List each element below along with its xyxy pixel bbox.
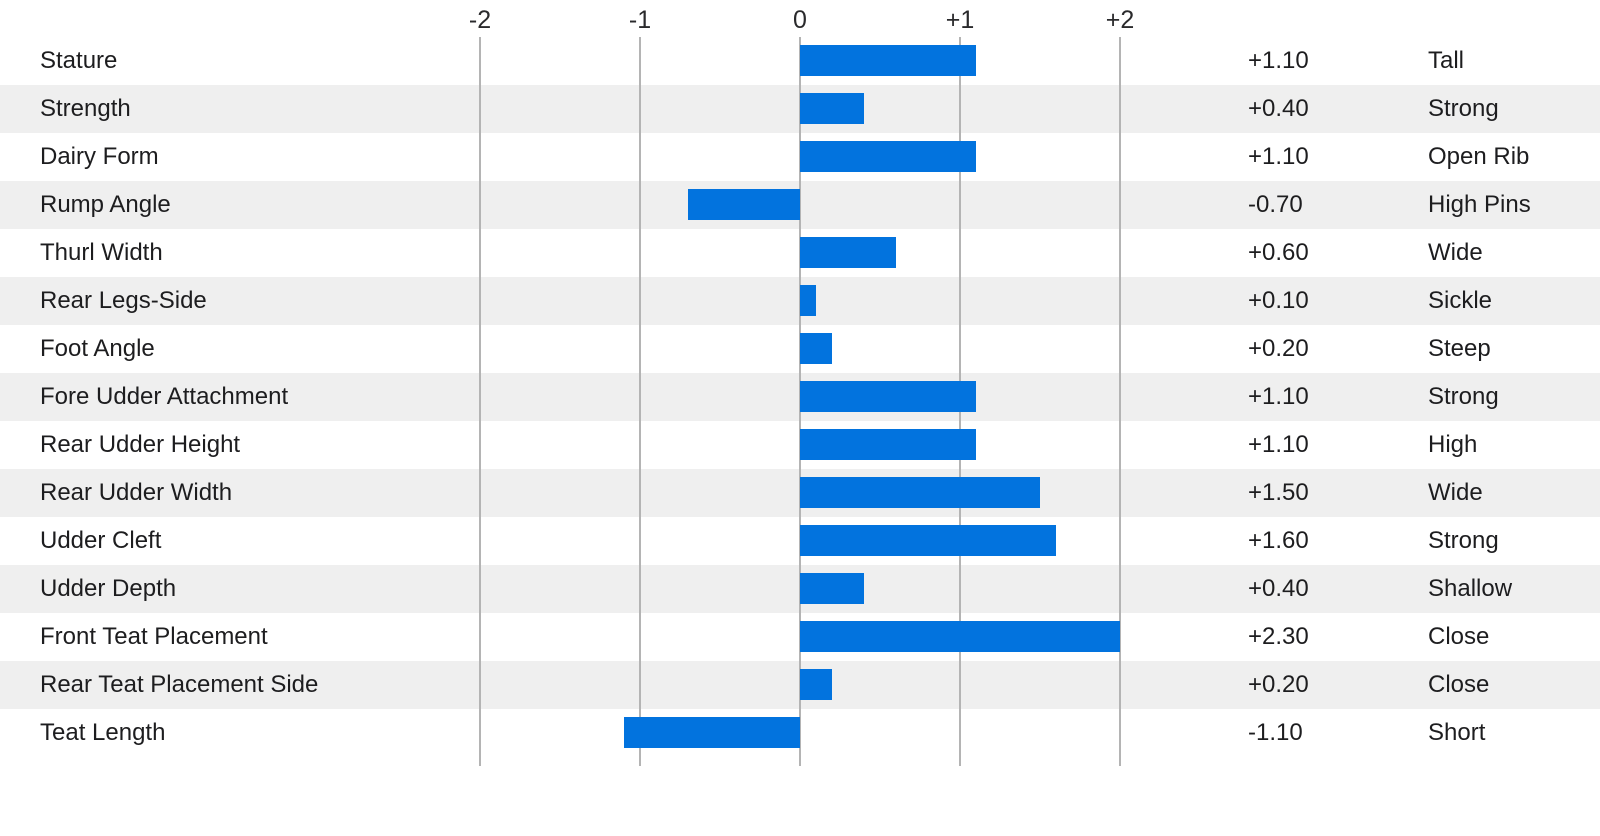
trait-value-bar [800,285,816,316]
trait-value-text: +0.40 [1248,575,1309,602]
trait-row: Foot Angle +0.20 Steep [0,325,1600,373]
trait-value-bar [688,189,800,220]
axis-tick-label: +2 [1105,6,1135,34]
trait-value-text: +0.10 [1248,287,1309,314]
trait-value-text: +1.10 [1248,383,1309,410]
trait-descriptor-text: Sickle [1428,287,1493,314]
trait-value-bar [800,141,976,172]
axis-gridline [479,37,481,766]
trait-row: Teat Length -1.10 Short [0,709,1600,757]
trait-value-bar [800,381,976,412]
trait-descriptor-text: Close [1428,623,1490,650]
trait-descriptor-text: Open Rib [1428,143,1530,170]
trait-descriptor-text: High Pins [1428,191,1531,218]
axis-tick-label: -1 [628,6,652,34]
trait-descriptor-text: Close [1428,671,1490,698]
trait-value-bar [624,717,800,748]
trait-name-label: Rear Udder Width [40,479,233,506]
axis-gridline [639,37,641,766]
trait-name-label: Teat Length [40,719,166,746]
trait-descriptor-text: Wide [1428,479,1483,506]
trait-row: Stature +1.10 Tall [0,37,1600,85]
trait-name-label: Fore Udder Attachment [40,383,289,410]
trait-name-label: Udder Depth [40,575,177,602]
trait-descriptor-text: Wide [1428,239,1483,266]
trait-row: Rear Udder Height +1.10 High [0,421,1600,469]
trait-value-text: +1.10 [1248,143,1309,170]
trait-value-text: +0.40 [1248,95,1309,122]
trait-name-label: Thurl Width [40,239,163,266]
trait-descriptor-text: Strong [1428,95,1499,122]
trait-name-label: Rear Legs-Side [40,287,207,314]
trait-name-label: Rear Udder Height [40,431,241,458]
trait-value-text: +0.20 [1248,671,1309,698]
trait-descriptor-text: High [1428,431,1478,458]
trait-row: Dairy Form +1.10 Open Rib [0,133,1600,181]
trait-name-label: Rump Angle [40,191,171,218]
trait-value-bar [800,621,1120,652]
trait-value-bar [800,525,1056,556]
trait-value-bar [800,573,864,604]
trait-value-text: +1.60 [1248,527,1309,554]
trait-value-bar [800,669,832,700]
trait-row: Rear Legs-Side +0.10 Sickle [0,277,1600,325]
trait-value-bar [800,429,976,460]
axis-gridline [1119,37,1121,766]
trait-name-label: Dairy Form [40,143,159,170]
trait-row: Front Teat Placement +2.30 Close [0,613,1600,661]
trait-value-text: +1.50 [1248,479,1309,506]
trait-descriptor-text: Strong [1428,383,1499,410]
axis-tick-label: +1 [945,6,975,34]
axis-tick-label: -2 [468,6,492,34]
trait-value-text: +0.60 [1248,239,1309,266]
trait-descriptor-text: Short [1428,719,1486,746]
trait-value-bar [800,237,896,268]
trait-value-text: +2.30 [1248,623,1309,650]
trait-value-bar [800,477,1040,508]
trait-value-bar [800,93,864,124]
trait-descriptor-text: Steep [1428,335,1491,362]
trait-name-label: Stature [40,47,118,74]
trait-value-text: -1.10 [1248,719,1303,746]
trait-row: Thurl Width +0.60 Wide [0,229,1600,277]
trait-row: Rear Teat Placement Side +0.20 Close [0,661,1600,709]
trait-name-label: Strength [40,95,131,122]
trait-descriptor-text: Tall [1428,47,1465,74]
trait-name-label: Rear Teat Placement Side [40,671,319,698]
trait-value-text: +1.10 [1248,431,1309,458]
axis-tick-label: 0 [793,6,807,34]
trait-value-text: +1.10 [1248,47,1309,74]
trait-name-label: Foot Angle [40,335,155,362]
trait-value-bar [800,45,976,76]
trait-name-label: Front Teat Placement [40,623,268,650]
trait-value-text: -0.70 [1248,191,1303,218]
trait-name-label: Udder Cleft [40,527,162,554]
trait-descriptor-text: Shallow [1428,575,1513,602]
trait-row: Rear Udder Width +1.50 Wide [0,469,1600,517]
trait-value-bar [800,333,832,364]
trait-row: Udder Cleft +1.60 Strong [0,517,1600,565]
trait-value-text: +0.20 [1248,335,1309,362]
trait-descriptor-text: Strong [1428,527,1499,554]
